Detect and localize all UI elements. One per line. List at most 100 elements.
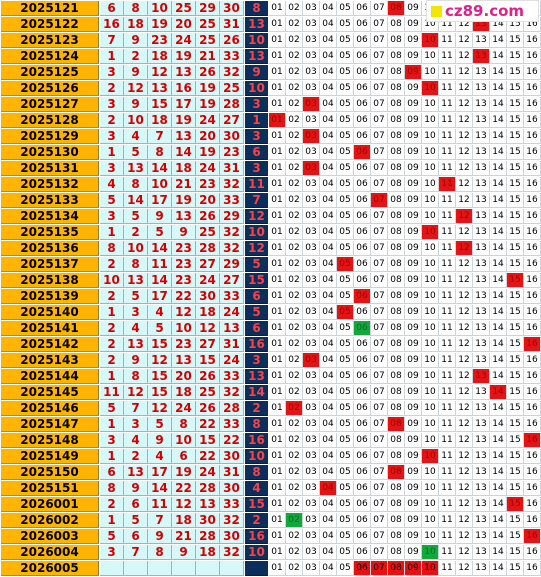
trend-cell: 14	[490, 241, 507, 256]
trend-cell: 14	[490, 65, 507, 80]
trend-cell: 09	[405, 257, 422, 272]
red-ball-cell: 12	[148, 401, 172, 416]
trend-cell: 11	[439, 497, 456, 512]
trend-cell: 02	[286, 177, 303, 192]
trend-cell: 15	[507, 129, 524, 144]
trend-cell: 04	[320, 289, 337, 304]
blue-ball-cell: 6	[245, 145, 268, 160]
trend-cell: 06	[354, 81, 371, 96]
red-ball-cell: 24	[172, 401, 196, 416]
red-ball-cell: 23	[196, 177, 220, 192]
trend-cell: 05	[337, 353, 354, 368]
trend-cell: 13	[473, 545, 490, 560]
trend-cell: 03	[303, 561, 320, 576]
period-cell: 2025121	[1, 1, 99, 16]
trend-cell: 11	[439, 481, 456, 496]
trend-cell: 05	[337, 529, 354, 544]
trend-cell: 14	[490, 417, 507, 432]
trend-cell: 07	[371, 209, 388, 224]
trend-cell: 01	[269, 465, 286, 480]
red-ball-cell: 26	[196, 209, 220, 224]
trend-cell: 07	[371, 449, 388, 464]
red-ball-cell: 24	[172, 33, 196, 48]
red-ball-cell: 9	[124, 97, 148, 112]
trend-cell: 09	[405, 481, 422, 496]
trend-cell: 07	[371, 81, 388, 96]
trend-cell: 12	[456, 225, 473, 240]
period-cell: 2025125	[1, 65, 99, 80]
trend-cell: 16	[524, 561, 541, 576]
red-ball-cell: 5	[148, 321, 172, 336]
trend-cell: 14	[490, 545, 507, 560]
trend-cell: 12	[456, 561, 473, 576]
trend-hit: 06	[354, 289, 371, 304]
trend-cell: 02	[286, 433, 303, 448]
blue-ball-cell: 13	[245, 49, 268, 64]
trend-cell: 13	[473, 129, 490, 144]
trend-cell: 09	[405, 465, 422, 480]
trend-cell: 12	[456, 289, 473, 304]
trend-cell: 03	[303, 385, 320, 400]
trend-cell: 11	[439, 65, 456, 80]
trend-cell: 03	[303, 305, 320, 320]
red-ball-cell: 18	[172, 161, 196, 176]
trend-cell: 12	[456, 49, 473, 64]
red-ball-cell: 13	[124, 161, 148, 176]
trend-cell: 07	[371, 17, 388, 32]
trend-cell: 02	[286, 257, 303, 272]
red-ball-cell: 32	[220, 545, 244, 560]
trend-cell: 14	[490, 209, 507, 224]
trend-cell: 09	[405, 81, 422, 96]
red-ball-cell: 9	[124, 481, 148, 496]
trend-cell: 01	[269, 513, 286, 528]
red-ball-cell: 13	[124, 337, 148, 352]
trend-cell: 11	[439, 401, 456, 416]
period-cell: 2025137	[1, 257, 99, 272]
red-ball-cell: 8	[124, 1, 148, 16]
trend-cell: 05	[337, 433, 354, 448]
trend-cell: 12	[456, 417, 473, 432]
trend-cell: 03	[303, 177, 320, 192]
trend-cell: 01	[269, 321, 286, 336]
trend-cell: 09	[405, 353, 422, 368]
period-cell: 2026001	[1, 497, 99, 512]
trend-cell: 04	[320, 353, 337, 368]
red-ball-cell: 15	[148, 97, 172, 112]
trend-cell: 06	[354, 529, 371, 544]
trend-cell: 01	[269, 481, 286, 496]
red-ball-cell: 3	[100, 129, 124, 144]
period-cell: 2025135	[1, 225, 99, 240]
trend-hit: 11	[439, 177, 456, 192]
trend-cell: 05	[337, 65, 354, 80]
trend-cell: 04	[320, 225, 337, 240]
red-ball-cell: 4	[124, 433, 148, 448]
trend-cell: 05	[337, 129, 354, 144]
trend-cell: 13	[473, 321, 490, 336]
trend-cell: 09	[405, 209, 422, 224]
trend-cell: 05	[337, 449, 354, 464]
trend-cell: 02	[286, 193, 303, 208]
trend-hit: 06	[354, 145, 371, 160]
trend-cell: 06	[354, 49, 371, 64]
red-ball-cell: 25	[196, 17, 220, 32]
red-ball-cell: 8	[100, 241, 124, 256]
red-ball-cell: 10	[172, 433, 196, 448]
trend-cell: 12	[456, 369, 473, 384]
trend-cell: 07	[371, 225, 388, 240]
red-ball-cell: 3	[100, 545, 124, 560]
red-ball-cell: 2	[100, 289, 124, 304]
trend-cell: 06	[354, 33, 371, 48]
trend-cell: 09	[405, 97, 422, 112]
trend-cell: 08	[388, 97, 405, 112]
blue-ball-cell: 10	[245, 225, 268, 240]
trend-cell: 07	[371, 241, 388, 256]
trend-cell: 03	[303, 241, 320, 256]
period-cell: 2025132	[1, 177, 99, 192]
red-ball-cell: 28	[196, 241, 220, 256]
trend-cell: 04	[320, 65, 337, 80]
trend-cell: 04	[320, 305, 337, 320]
trend-cell: 07	[371, 289, 388, 304]
trend-cell: 14	[490, 481, 507, 496]
trend-cell: 10	[422, 417, 439, 432]
trend-cell: 15	[507, 433, 524, 448]
